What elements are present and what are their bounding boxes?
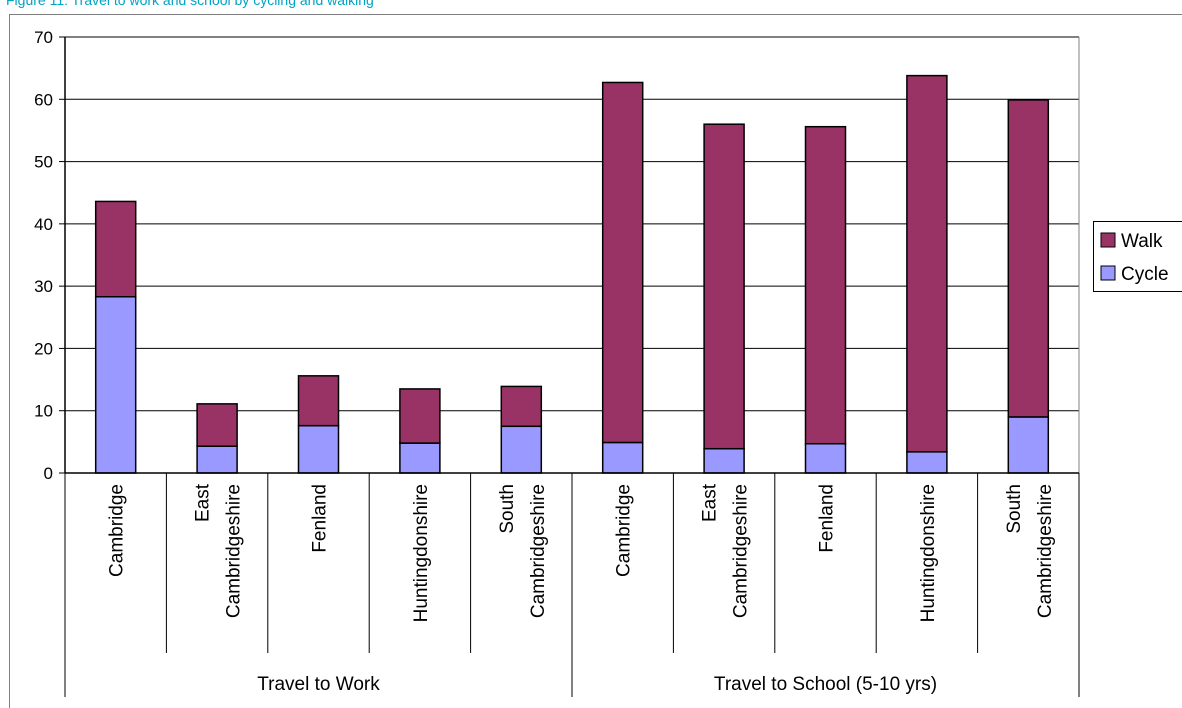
category-label: Huntingdonshire xyxy=(918,484,939,622)
bar-cycle xyxy=(1007,416,1050,474)
legend-label: Walk xyxy=(1121,231,1163,252)
chart-frame xyxy=(9,14,1182,708)
bar-walk xyxy=(703,123,745,450)
category-label: Cambridge xyxy=(107,484,128,577)
y-tick-label: 10 xyxy=(34,402,53,421)
bar-walk xyxy=(297,375,340,427)
y-tick-label: 0 xyxy=(44,464,53,483)
bar-cycle xyxy=(399,442,441,474)
y-tick-label: 70 xyxy=(34,28,53,47)
bar-walk xyxy=(906,74,948,453)
bar-cycle xyxy=(94,295,137,474)
bar-walk xyxy=(196,403,238,447)
y-tick-label: 50 xyxy=(34,153,53,172)
category-label: South Cambridgeshire xyxy=(1004,484,1056,618)
category-label: Cambridge xyxy=(614,484,635,577)
category-label: Fenland xyxy=(310,484,331,553)
legend-swatch xyxy=(1100,265,1116,281)
category-label: East Cambridgeshire xyxy=(700,483,752,618)
group-label: Travel to Work xyxy=(257,674,380,695)
y-tick-label: 30 xyxy=(34,277,53,296)
bar-cycle xyxy=(804,442,847,474)
y-tick-label: 40 xyxy=(34,215,53,234)
legend-label: Cycle xyxy=(1121,264,1169,285)
bar-cycle xyxy=(906,451,948,474)
y-tick-label: 60 xyxy=(34,90,53,109)
bar-walk xyxy=(399,388,441,444)
category-label: Huntingdonshire xyxy=(411,484,432,622)
bar-walk xyxy=(94,200,137,298)
bar-walk xyxy=(500,385,543,428)
legend-swatch xyxy=(1100,232,1116,248)
bar-walk xyxy=(1007,99,1050,418)
y-tick-label: 20 xyxy=(34,339,53,358)
bar-cycle xyxy=(703,447,745,474)
category-label: South Cambridgeshire xyxy=(497,484,549,618)
bar-cycle xyxy=(500,425,543,474)
figure-caption-strip: Figure 11: Travel to work and school by … xyxy=(0,0,1182,12)
bar-cycle xyxy=(297,424,340,474)
bar-walk xyxy=(601,81,644,444)
category-label: Fenland xyxy=(817,484,838,553)
bar-walk xyxy=(804,125,847,445)
bar-cycle xyxy=(196,445,238,474)
figure-caption: Figure 11: Travel to work and school by … xyxy=(6,0,374,8)
bar-cycle xyxy=(601,441,644,474)
category-label: East Cambridgeshire xyxy=(193,483,245,618)
group-label: Travel to School (5-10 yrs) xyxy=(714,674,937,695)
